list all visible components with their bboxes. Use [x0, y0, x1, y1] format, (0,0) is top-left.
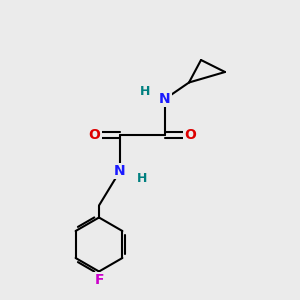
Text: O: O [184, 128, 196, 142]
Text: N: N [114, 164, 126, 178]
Text: H: H [137, 172, 148, 185]
Text: N: N [159, 92, 171, 106]
Text: H: H [140, 85, 151, 98]
Text: O: O [88, 128, 101, 142]
Text: F: F [94, 274, 104, 287]
